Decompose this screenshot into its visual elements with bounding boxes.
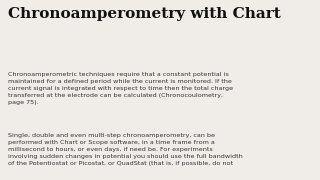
- Text: Chronoamperometric techniques require that a constant potential is
maintained fo: Chronoamperometric techniques require th…: [8, 72, 233, 105]
- Text: Single, double and even multi-step chronoamperometry, can be
performed with Char: Single, double and even multi-step chron…: [8, 133, 243, 166]
- Text: Chronoamperometry with Chart: Chronoamperometry with Chart: [8, 7, 281, 21]
